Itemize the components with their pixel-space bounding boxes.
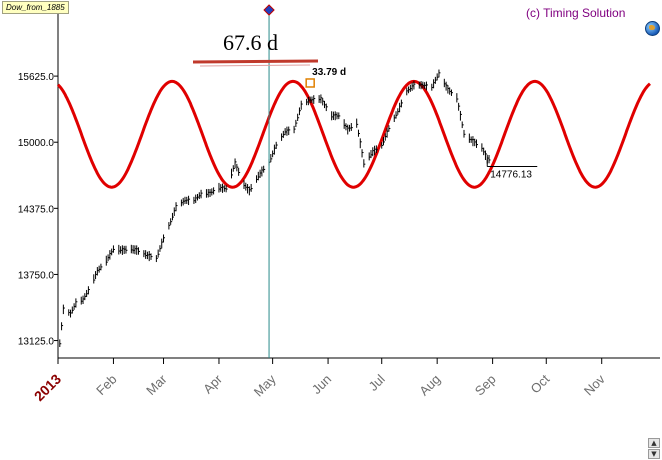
annotations: 67.6 d 33.79 d 14776.13 <box>192 30 538 181</box>
vertical-marker[interactable] <box>263 4 275 358</box>
last-value-label: 14776.13 <box>490 170 532 181</box>
period-underline <box>192 59 319 64</box>
cycle-series <box>56 79 651 189</box>
diamond-marker-icon <box>263 4 275 16</box>
chart-title-tag[interactable]: Dow_from_1885 <box>2 1 69 14</box>
x-tick-label: Aug <box>416 372 443 399</box>
y-tick-label: 15000.0 <box>18 138 55 149</box>
x-tick-label: Nov <box>581 371 608 398</box>
x-tick-label-year: 2013 <box>31 371 64 404</box>
y-tick-label: 15625.0 <box>18 72 55 83</box>
x-tick-label: Jun <box>309 372 334 397</box>
peak-label: 33.79 d <box>312 67 346 78</box>
cycle-sine-line <box>56 79 651 189</box>
scroll-up-icon[interactable]: ▲ <box>648 438 660 448</box>
scroll-down-icon[interactable]: ▼ <box>648 449 660 459</box>
x-tick-label: Apr <box>200 371 225 396</box>
y-axis: 13125.013750.014375.015000.015625.016250… <box>18 6 660 359</box>
globe-icon[interactable] <box>645 21 660 36</box>
x-tick-label: Mar <box>143 371 170 398</box>
x-tick-label: Oct <box>527 371 552 396</box>
x-axis: 2013 Feb Mar Apr May Jun Jul Aug Sep Oct Nov <box>31 358 608 404</box>
period-label: 67.6 d <box>223 30 278 55</box>
period-underline-shadow <box>199 64 311 67</box>
x-tick-label: May <box>251 371 279 399</box>
price-series <box>59 69 491 348</box>
y-tick-label: 14375.0 <box>18 204 55 215</box>
y-tick-label: 13750.0 <box>18 270 55 281</box>
x-tick-label: Feb <box>93 372 119 398</box>
copyright-label: (c) Timing Solution <box>526 6 626 20</box>
x-tick-label: Sep <box>472 372 499 399</box>
x-tick-label: Jul <box>365 371 387 393</box>
peak-marker <box>305 78 315 88</box>
y-tick-label: 13125.0 <box>18 337 55 348</box>
